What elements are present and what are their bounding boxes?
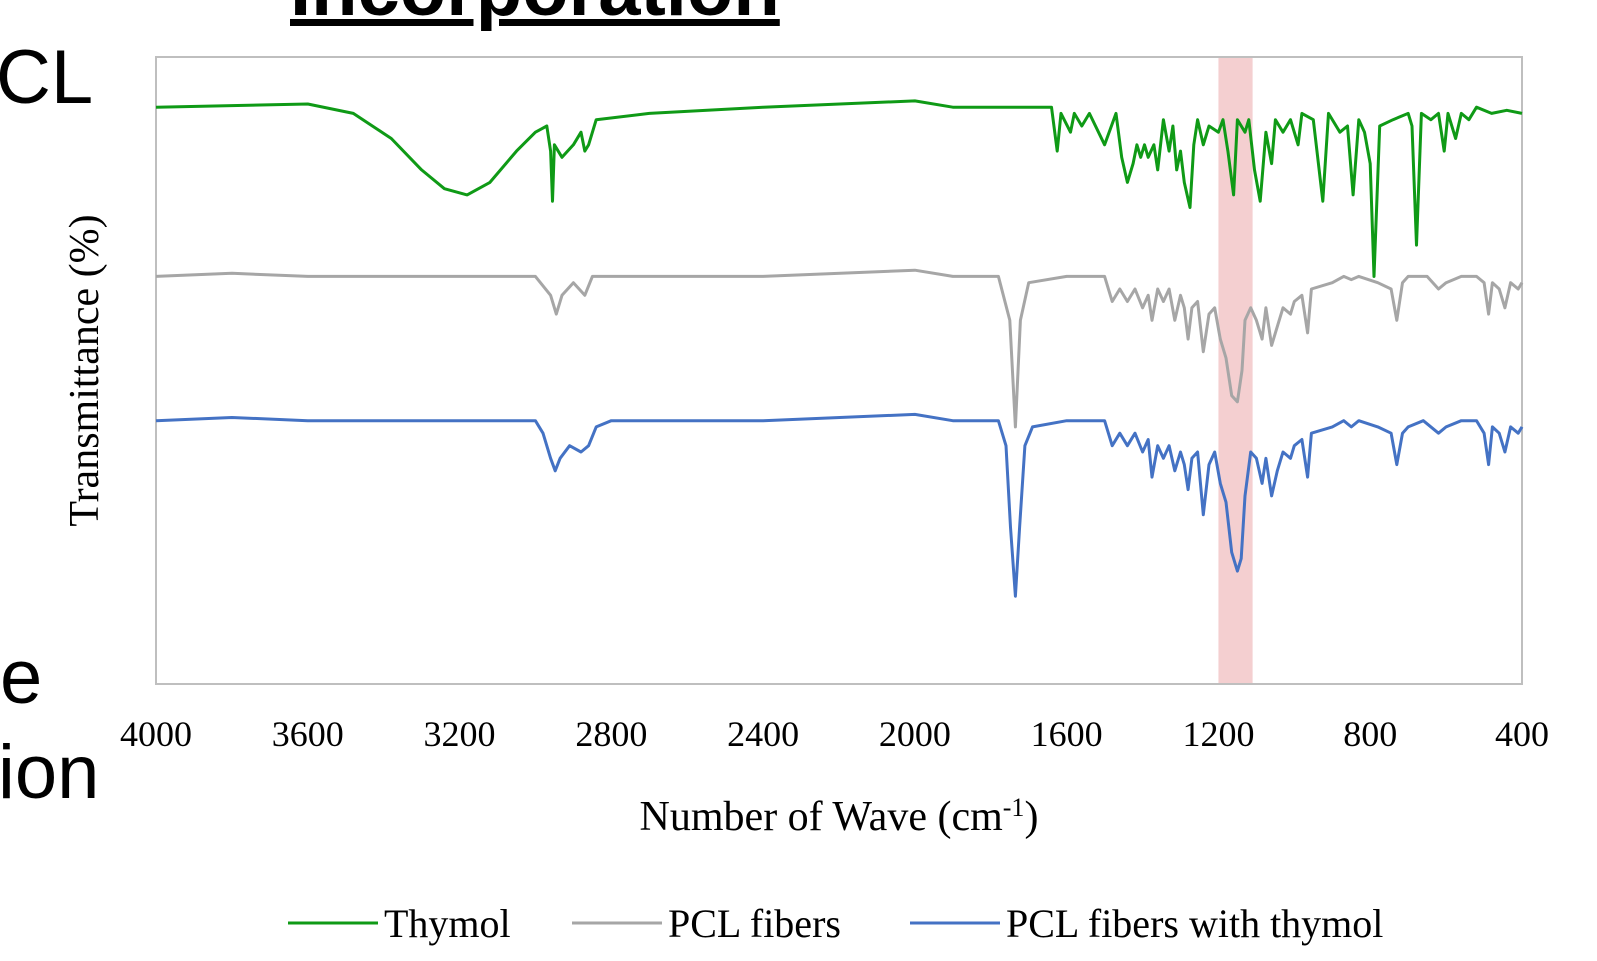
- plot-area-frame: [155, 56, 1523, 685]
- series-line-2: [155, 412, 1524, 598]
- slide-heading-fragment: Incorporation: [290, 0, 780, 28]
- x-tick-label: 3600: [272, 714, 344, 754]
- x-tick-label: 3200: [424, 714, 496, 754]
- x-axis-title-main: Number of Wave (cm: [640, 794, 1004, 840]
- x-tick-label: 4000: [120, 714, 192, 754]
- x-axis-title: Number of Wave (cm-1): [640, 793, 1039, 841]
- y-axis-title: Transmittance (%): [62, 214, 108, 526]
- x-tick-label: 2800: [575, 714, 647, 754]
- x-tick-label: 1200: [1182, 714, 1254, 754]
- x-axis-title-close: ): [1024, 794, 1038, 840]
- x-axis-title-superscript: -1: [1003, 793, 1025, 822]
- slide-text-fragment-bottom-2: ion: [0, 730, 100, 815]
- x-tick-label: 800: [1343, 714, 1397, 754]
- legend-label-0: Thymol: [384, 901, 511, 946]
- series-line-0: [155, 99, 1523, 278]
- series-layer: [155, 99, 1524, 598]
- series-line-1: [155, 268, 1524, 429]
- x-tick-labels: 4000 3600 3200 2800 2400 2000 1600 1200 800 400: [120, 714, 1549, 754]
- x-tick-label: 2400: [727, 714, 799, 754]
- x-tick-label: 1600: [1031, 714, 1103, 754]
- x-tick-label: 400: [1495, 714, 1549, 754]
- slide-text-fragment-bottom-1: e: [0, 635, 43, 720]
- legend-label-2: PCL fibers with thymol: [1006, 901, 1383, 946]
- slide-text-fragment-top: CL: [0, 35, 94, 120]
- x-tick-label: 2000: [879, 714, 951, 754]
- legend-label-1: PCL fibers: [668, 901, 841, 946]
- chart-legend: Thymol PCL fibers PCL fibers with thymol: [288, 901, 1383, 946]
